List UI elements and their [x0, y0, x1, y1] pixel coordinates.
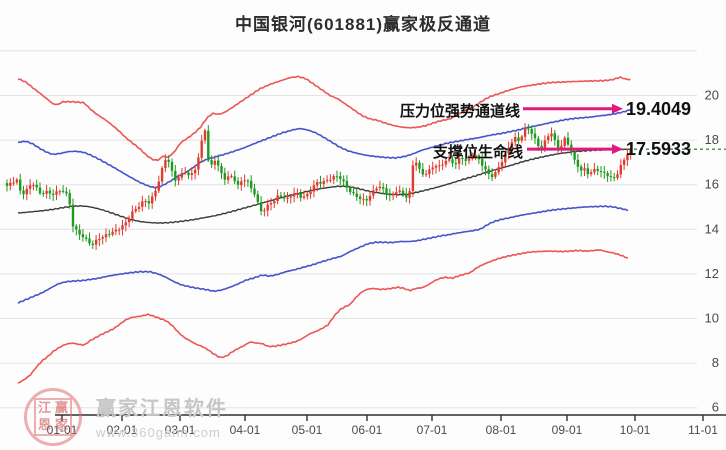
series-2: [17, 148, 631, 224]
annotation-arrows: [523, 103, 623, 155]
seal-char: 家: [54, 417, 68, 432]
svg-text:04-01: 04-01: [230, 423, 261, 437]
x-axis: 01-01 02-01 03-01 04-01 05-01 06-01 07-01 08-01…: [47, 414, 726, 437]
svg-text:07-01: 07-01: [417, 423, 448, 437]
series-0: [18, 75, 631, 162]
svg-text:6: 6: [712, 400, 719, 415]
svg-text:11-01: 11-01: [688, 423, 718, 437]
candles: [5, 123, 632, 250]
svg-text:03-01: 03-01: [165, 423, 196, 437]
series-4: [17, 249, 629, 384]
svg-text:02-01: 02-01: [107, 423, 138, 437]
svg-text:10-01: 10-01: [620, 423, 651, 437]
svg-text:14: 14: [705, 221, 719, 236]
svg-text:12: 12: [705, 266, 719, 281]
grid-lines: [0, 50, 697, 409]
watermark-brand: 赢家江恩软件: [96, 398, 228, 420]
svg-text:16: 16: [705, 177, 719, 192]
seal-char: 恩: [37, 417, 51, 432]
channel-lines: [17, 75, 631, 384]
pressure-line-value: 19.4049: [626, 99, 692, 119]
support-line-label: 支撑位生命线: [432, 144, 523, 161]
svg-text:09-01: 09-01: [552, 423, 583, 437]
svg-text:10: 10: [705, 311, 719, 326]
pressure-line-label: 压力位强势通道线: [399, 103, 520, 120]
seal-char: 赢: [54, 400, 68, 415]
svg-text:06-01: 06-01: [352, 423, 383, 437]
svg-text:20: 20: [705, 88, 719, 103]
watermark-url: www.360gann.com: [96, 425, 221, 440]
svg-text:08-01: 08-01: [486, 423, 517, 437]
series-3: [17, 205, 629, 305]
watermark: 江 赢 恩 家 赢家江恩软件 www.360gann.com: [24, 388, 228, 446]
support-line-value: 17.5933: [626, 139, 692, 159]
svg-text:18: 18: [705, 132, 719, 147]
y-axis-labels: 20 18 16 14 12 10 8 6: [705, 88, 719, 415]
seal-char: 江: [37, 400, 51, 415]
svg-text:05-01: 05-01: [292, 423, 323, 437]
chart-title: 中国银河(601881)赢家极反通道: [234, 15, 492, 34]
seal-logo-icon: 江 赢 恩 家: [24, 388, 82, 446]
svg-text:8: 8: [712, 355, 719, 370]
